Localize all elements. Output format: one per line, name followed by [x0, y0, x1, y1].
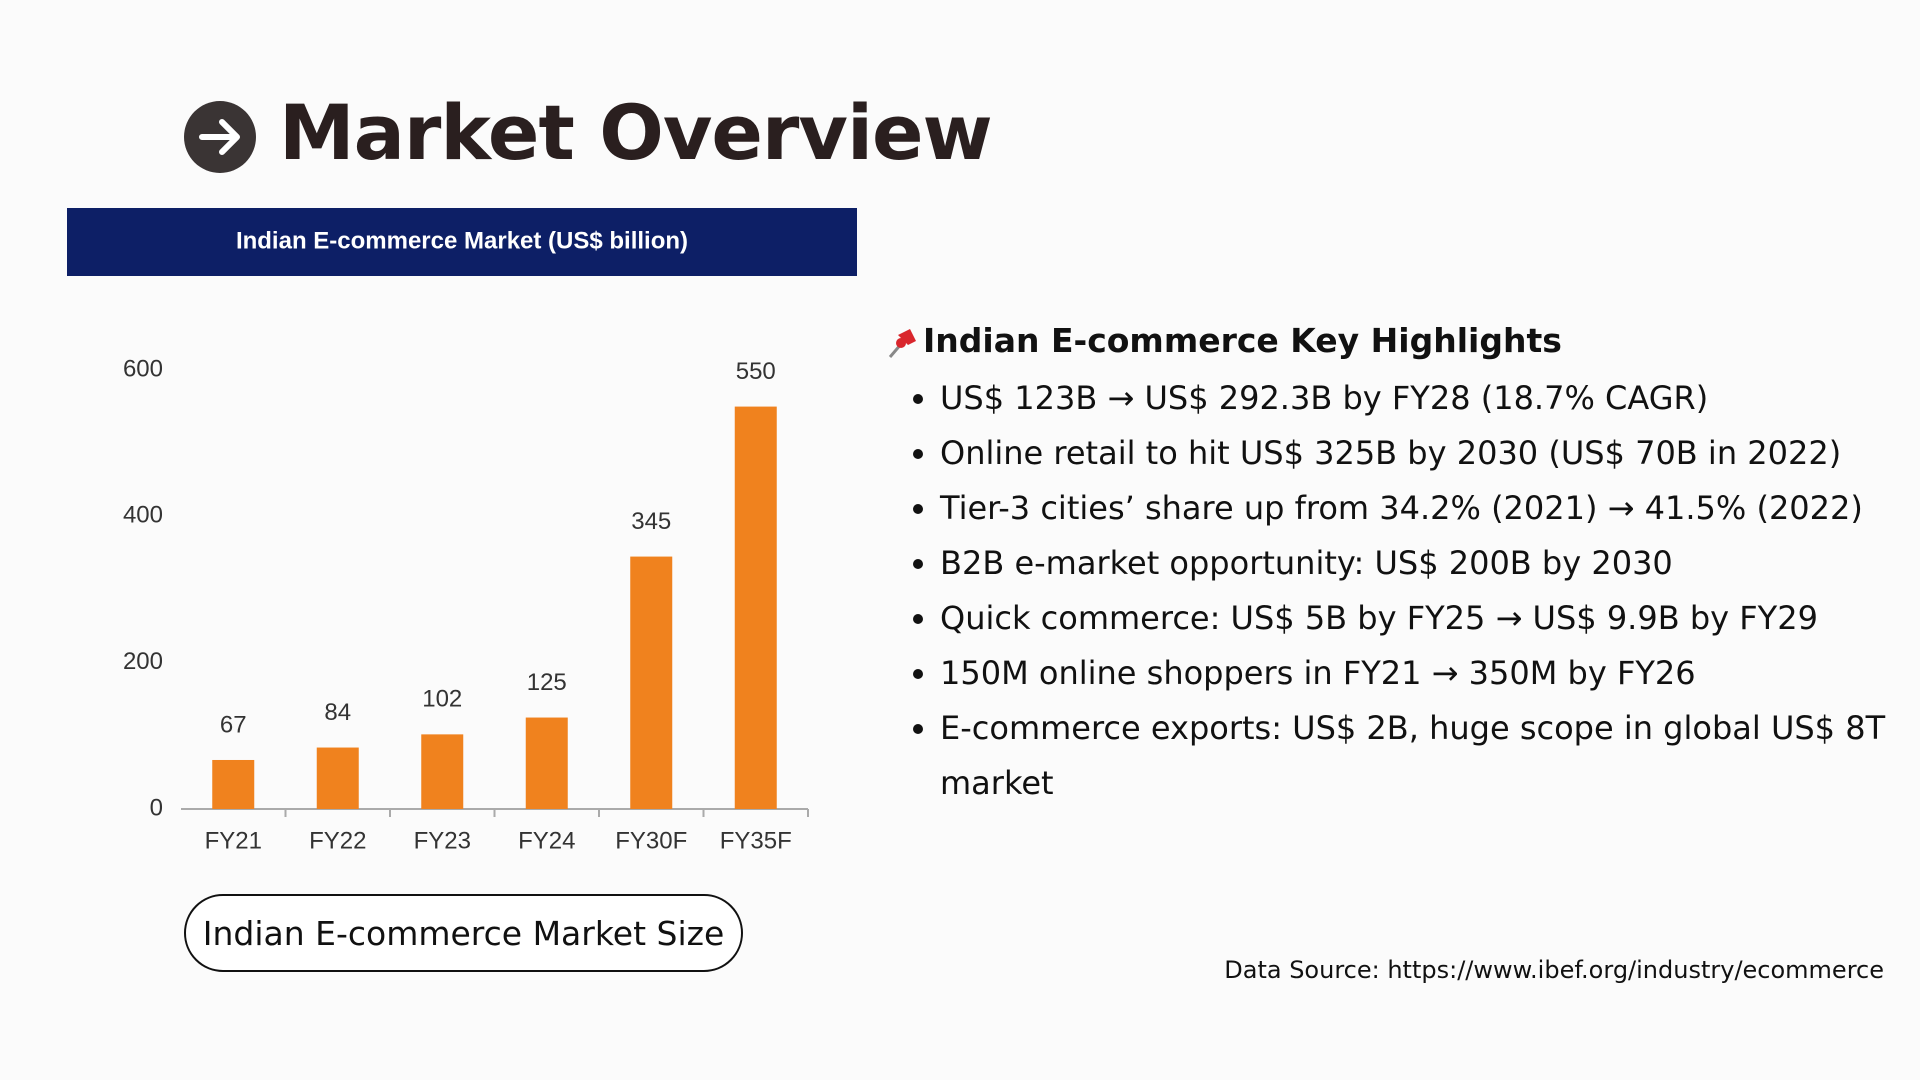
x-tick-label: FY22	[309, 827, 366, 854]
data-label: 125	[527, 669, 567, 696]
x-tick-label: FY35F	[720, 827, 792, 854]
arrow-glyph	[199, 119, 240, 155]
data-label: 67	[220, 711, 247, 738]
y-tick-label: 400	[123, 502, 163, 529]
data-label: 102	[422, 686, 462, 713]
chart: Indian E-commerce Market (US$ billion) 0…	[67, 101, 857, 854]
x-tick-label: FY30F	[615, 827, 687, 854]
data-label: 345	[631, 508, 671, 535]
bar	[734, 406, 777, 809]
bar	[316, 747, 359, 809]
y-tick-label: 0	[150, 794, 163, 821]
x-tick-label: FY21	[205, 827, 262, 854]
highlight-item: 150M online shoppers in FY21 → 350M by F…	[940, 646, 1900, 701]
x-tick-label: FY23	[414, 827, 471, 854]
highlight-item: E-commerce exports: US$ 2B, huge scope i…	[940, 701, 1900, 811]
data-label: 84	[324, 699, 351, 726]
y-tick-label: 600	[123, 355, 163, 382]
chart-title: Indian E-commerce Market (US$ billion)	[236, 227, 688, 254]
highlight-item: B2B e-market opportunity: US$ 200B by 20…	[940, 536, 1900, 591]
bar	[525, 717, 568, 809]
page-title: Market Overview	[279, 88, 993, 177]
chart-caption: Indian E-commerce Market Size	[184, 894, 743, 972]
highlights-title: Indian E-commerce Key Highlights	[923, 321, 1562, 360]
chart-title-bar	[67, 208, 857, 276]
highlights-list: US$ 123B → US$ 292.3B by FY28 (18.7% CAG…	[910, 371, 1900, 811]
data-label: 550	[736, 358, 776, 385]
data-source: Data Source: https://www.ibef.org/indust…	[1224, 956, 1884, 984]
bar	[630, 556, 673, 809]
x-tick-label: FY24	[518, 827, 575, 854]
highlight-item: US$ 123B → US$ 292.3B by FY28 (18.7% CAG…	[940, 371, 1900, 426]
bar	[421, 734, 464, 809]
y-tick-label: 200	[123, 648, 163, 675]
highlight-item: Quick commerce: US$ 5B by FY25 → US$ 9.9…	[940, 591, 1900, 646]
bar	[212, 759, 255, 809]
pin-icon	[888, 329, 916, 358]
highlight-item: Online retail to hit US$ 325B by 2030 (U…	[940, 426, 1900, 481]
highlight-item: Tier-3 cities’ share up from 34.2% (2021…	[940, 481, 1900, 536]
